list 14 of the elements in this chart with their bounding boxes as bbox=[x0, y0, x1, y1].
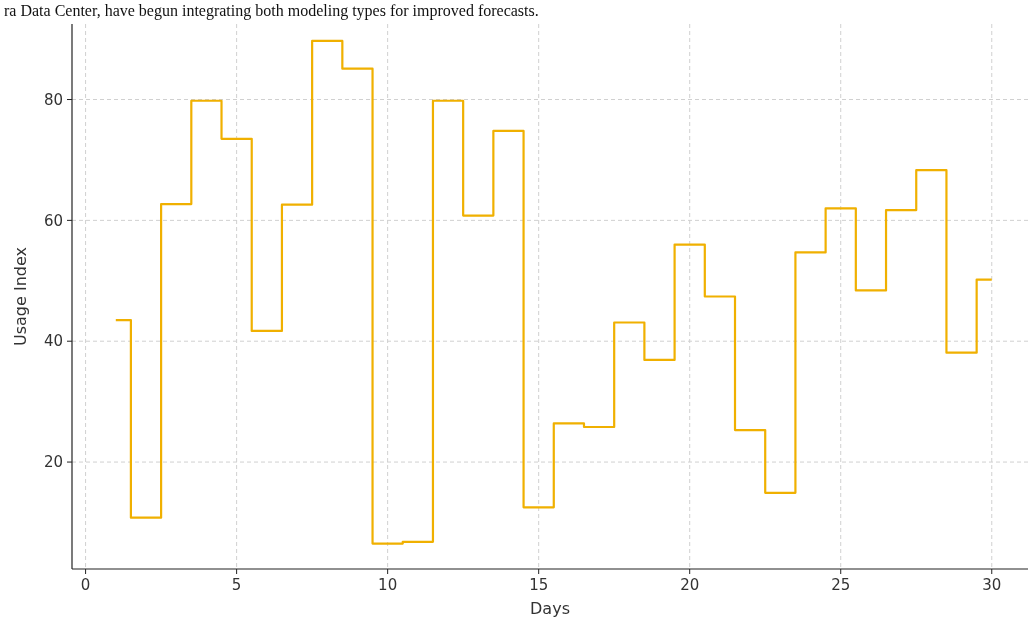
x-tick-label: 5 bbox=[231, 576, 242, 594]
y-tick-label: 60 bbox=[43, 211, 63, 230]
y-tick-label: 20 bbox=[43, 453, 63, 472]
text: ra Data Center, have begun integrating both modeling types for improved forecasts. bbox=[4, 2, 539, 20]
x-tick-label: 10 bbox=[378, 576, 398, 594]
x-tick-label: 30 bbox=[982, 576, 1002, 594]
x-tick-label: 0 bbox=[80, 576, 91, 594]
x-tick-label: 15 bbox=[529, 576, 549, 594]
x-tick-label: 25 bbox=[831, 576, 851, 594]
y-tick-label: 80 bbox=[43, 90, 63, 109]
y-tick-label: 40 bbox=[43, 332, 63, 351]
y-axis-title: Usage Index bbox=[11, 247, 30, 346]
x-axis-title: Days bbox=[530, 599, 570, 618]
x-tick-label: 20 bbox=[680, 576, 700, 594]
